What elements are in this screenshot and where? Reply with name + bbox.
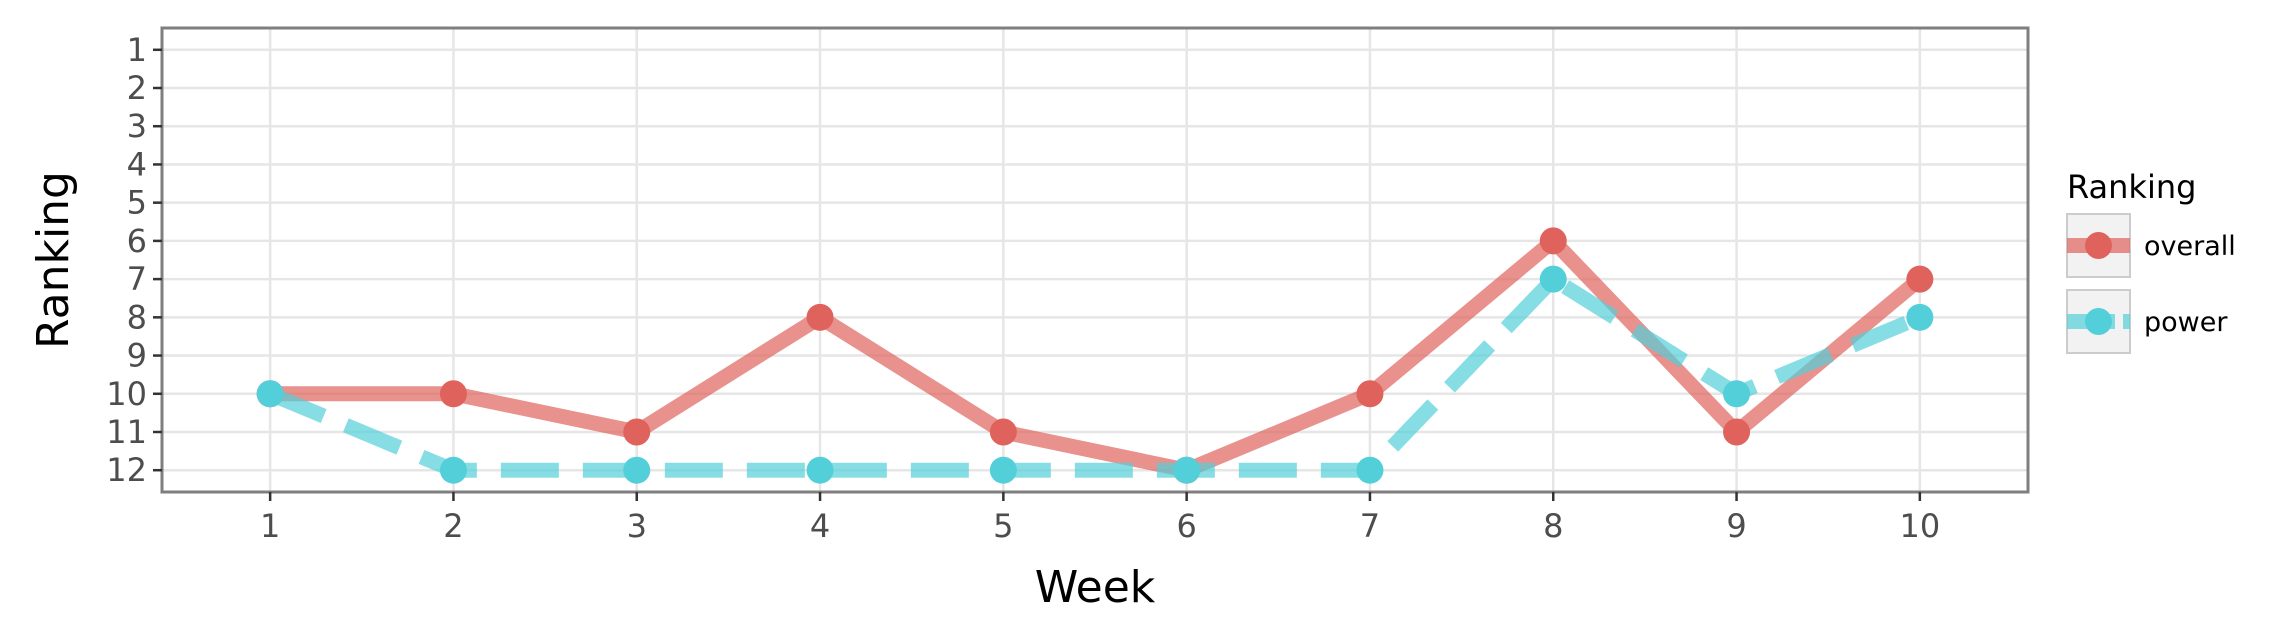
x-tick-label: 8 [1543, 507, 1563, 545]
data-point-overall [439, 380, 467, 408]
y-tick-label: 2 [127, 69, 147, 107]
data-point-power [256, 380, 284, 408]
y-tick-label: 11 [106, 413, 147, 451]
legend-label: overall [2144, 231, 2236, 262]
x-tick-label: 5 [993, 507, 1013, 545]
x-tick-label: 9 [1726, 507, 1746, 545]
y-tick-label: 7 [127, 260, 147, 298]
series-power [256, 265, 1934, 484]
series-layer [256, 227, 1934, 484]
y-tick-label: 10 [106, 375, 147, 413]
data-point-power [1173, 456, 1201, 484]
x-axis-title: Week [1035, 562, 1156, 613]
x-tick-label: 1 [260, 507, 280, 545]
data-point-overall [1356, 380, 1384, 408]
data-point-power [1906, 303, 1934, 331]
y-tick-label: 5 [127, 184, 147, 222]
legend-key-point [2085, 232, 2112, 259]
legend-item-overall: overall [2066, 213, 2236, 278]
y-tick-label: 1 [127, 31, 147, 69]
y-tick-label: 3 [127, 107, 147, 145]
data-point-power [1723, 380, 1751, 408]
y-tick-label: 4 [127, 145, 147, 183]
y-tick-label: 12 [106, 451, 147, 489]
x-tick-label: 10 [1899, 507, 1940, 545]
y-axis-title: Ranking [28, 171, 79, 349]
x-tick-label: 3 [627, 507, 647, 545]
legend-label: power [2144, 307, 2228, 338]
data-point-power [989, 456, 1017, 484]
x-tick-label: 6 [1176, 507, 1196, 545]
y-tick-label: 8 [127, 298, 147, 336]
data-point-power [1356, 456, 1384, 484]
data-point-overall [1906, 265, 1934, 293]
legend-key-point [2085, 308, 2112, 335]
legend-title: Ranking [2067, 168, 2196, 206]
data-point-overall [1539, 227, 1567, 255]
x-tick-label: 4 [810, 507, 830, 545]
legend: Ranking overall power [2066, 168, 2236, 354]
data-point-overall [806, 303, 834, 331]
data-point-power [623, 456, 651, 484]
y-tick-label: 6 [127, 222, 147, 260]
data-point-power [806, 456, 834, 484]
x-tick-label: 7 [1360, 507, 1380, 545]
data-point-overall [623, 418, 651, 446]
data-point-overall [1723, 418, 1751, 446]
x-tick-label: 2 [443, 507, 463, 545]
series-line-power [267, 271, 1923, 478]
data-point-overall [989, 418, 1017, 446]
data-point-power [439, 456, 467, 484]
grid [162, 28, 2028, 492]
legend-item-power: power [2066, 289, 2228, 354]
plot-panel-border [160, 26, 2030, 494]
data-point-power [1539, 265, 1567, 293]
y-tick-label: 9 [127, 337, 147, 375]
